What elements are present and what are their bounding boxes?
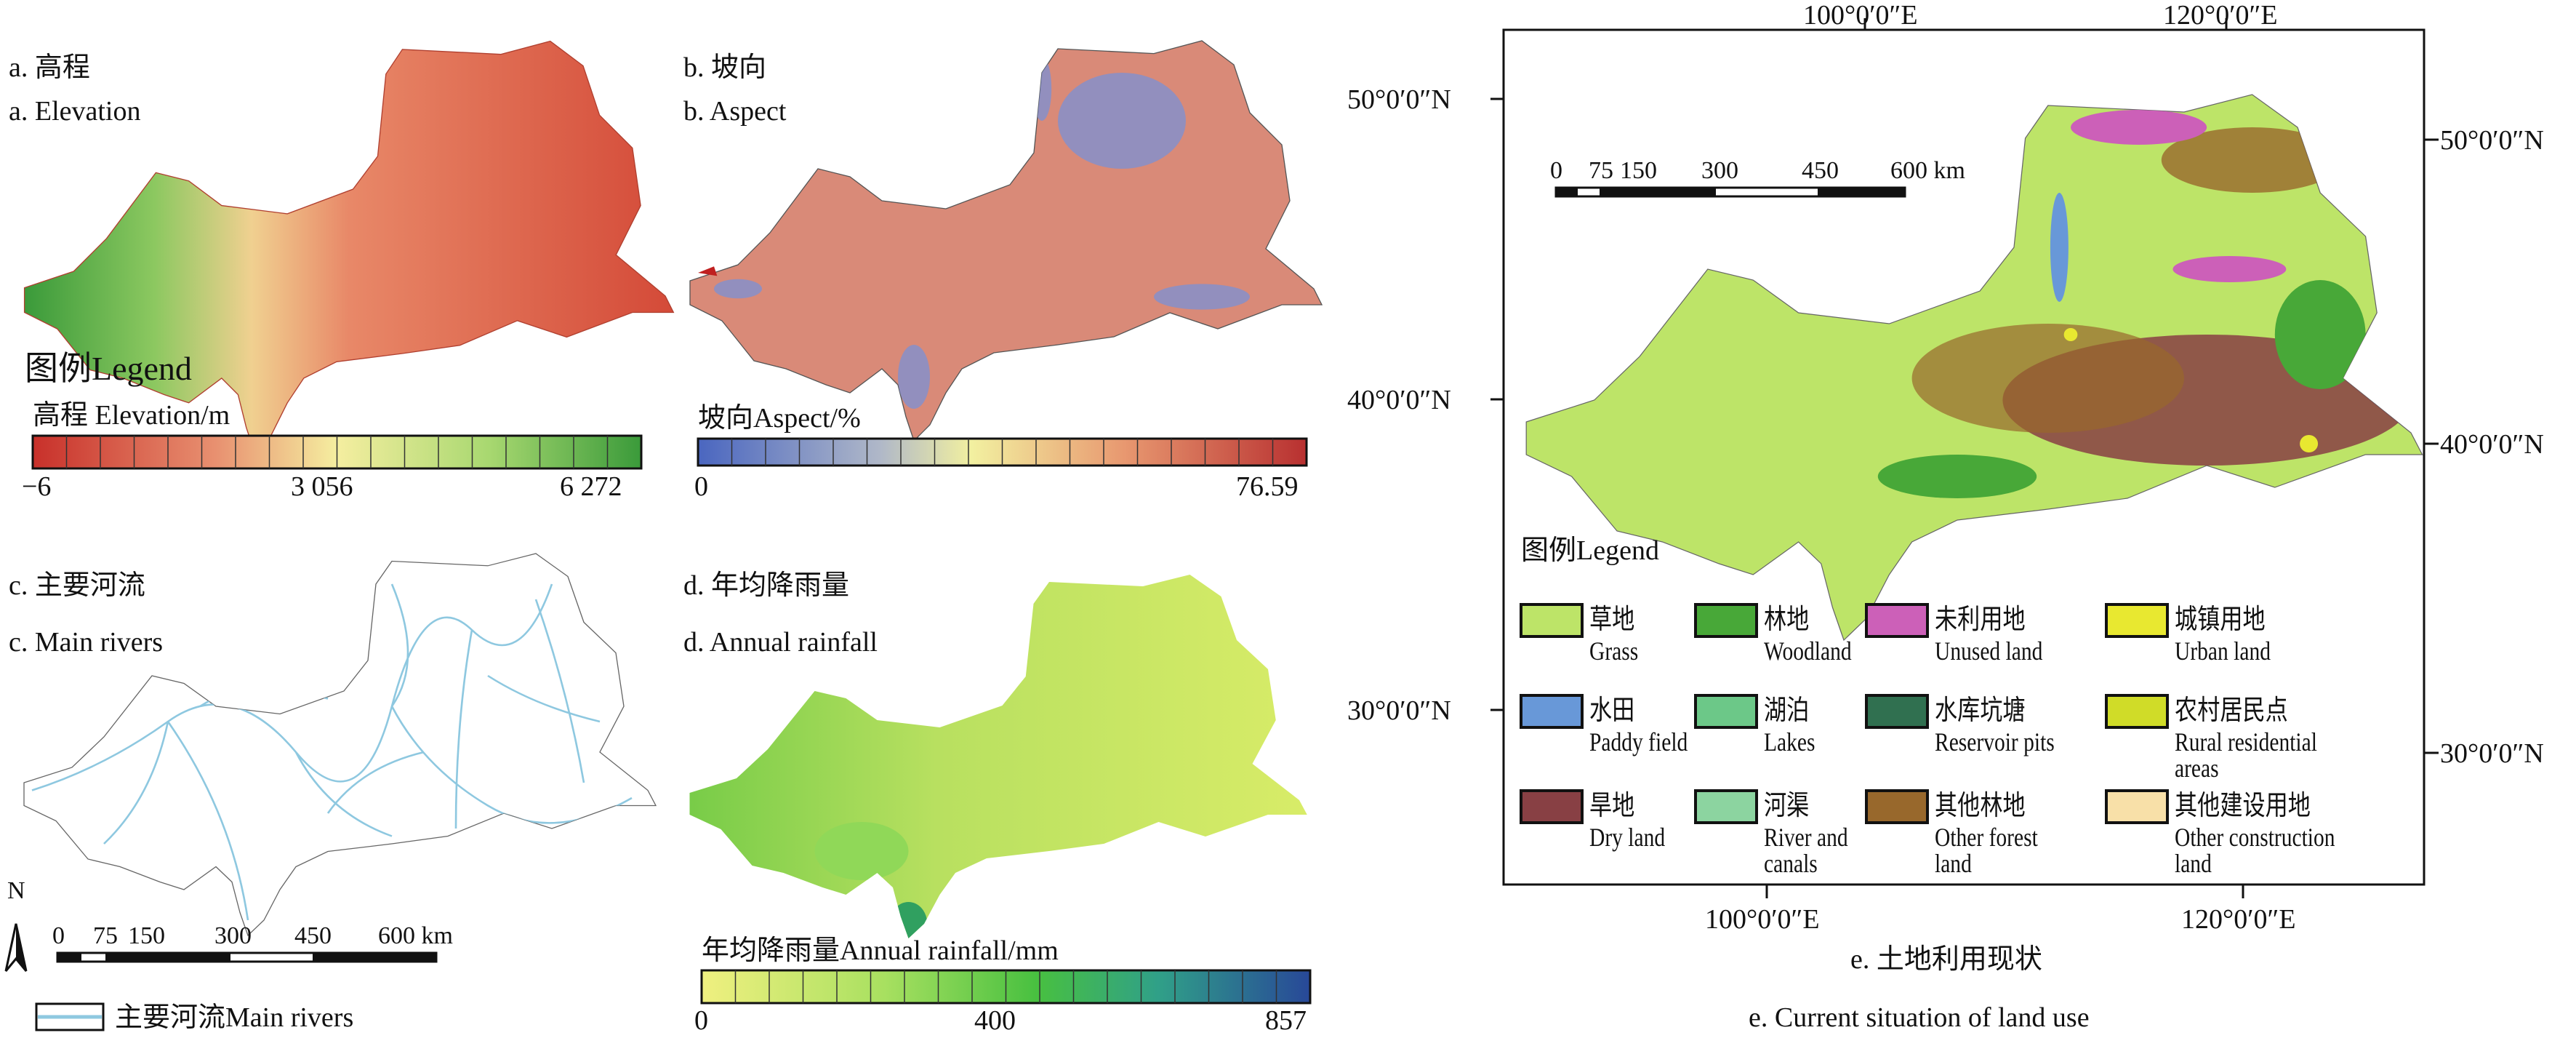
panel-d-title-cn: d. 年均降雨量 xyxy=(683,570,850,601)
legend-swatch xyxy=(1694,694,1758,729)
panel-d-title-en: d. Annual rainfall xyxy=(683,627,878,658)
lat-label-left-30: 30°0′0″N xyxy=(1347,695,1451,726)
scale-label: 150 xyxy=(1620,157,1657,184)
panel-b-title-cn: b. 坡向 xyxy=(683,52,767,83)
legend-label-en: Paddy field xyxy=(1589,727,1688,756)
legend-label-cn: 河渠 xyxy=(1764,791,1810,821)
lon-label-top-120: 120°0′0″E xyxy=(2163,0,2278,31)
legend-label-cn: 水库坑塘 xyxy=(1935,695,2026,726)
legend-label-en: Other construction land xyxy=(2175,823,2335,878)
elevation-tick-min: −6 xyxy=(22,471,52,502)
aspect-tick-max: 76.59 xyxy=(1236,471,1299,502)
legend-swatch xyxy=(1694,789,1758,824)
panel-e-caption-cn: e. 土地利用现状 xyxy=(1850,944,2042,975)
aspect-bar-label: 坡向Aspect/% xyxy=(698,403,861,434)
aspect-map xyxy=(689,39,1323,442)
panel-b-title-en: b. Aspect xyxy=(683,96,787,127)
legend-label-en: Dry land xyxy=(1589,823,1666,852)
legend-label-en: Woodland xyxy=(1764,636,1852,666)
scale-label: 75 xyxy=(93,922,118,949)
legend-label-en: Reservoir pits xyxy=(1935,727,2055,756)
scale-bar-e xyxy=(1554,186,1906,198)
scale-label: 0 xyxy=(52,922,65,949)
legend-label-cn: 其他建设用地 xyxy=(2175,791,2311,821)
scale-label: 600 km xyxy=(1890,157,1965,184)
map-frame xyxy=(1502,28,2425,886)
scale-label: 600 km xyxy=(378,922,453,949)
legend-swatch xyxy=(2105,694,2169,729)
scale-bar-c xyxy=(56,951,438,963)
north-arrow-icon xyxy=(4,923,28,972)
river-legend-label: 主要河流Main rivers xyxy=(115,1002,354,1033)
legend-swatch xyxy=(1520,694,1584,729)
panel-a-title-en: a. Elevation xyxy=(9,96,141,127)
legend-label-cn: 林地 xyxy=(1764,604,1810,635)
rainfall-tick-max: 857 xyxy=(1265,1005,1307,1036)
legend-label-cn: 旱地 xyxy=(1589,791,1635,821)
lat-label-right-40: 40°0′0″N xyxy=(2440,429,2544,460)
river-legend-swatch xyxy=(35,1002,105,1031)
lon-label-top-100: 100°0′0″E xyxy=(1803,0,1918,31)
legend-swatch xyxy=(1865,694,1929,729)
legend-label-en: Urban land xyxy=(2175,636,2271,666)
elevation-bar-label: 高程 Elevation/m xyxy=(33,400,230,431)
north-label: N xyxy=(7,877,25,904)
scale-label: 75 xyxy=(1589,157,1613,184)
scale-label: 450 xyxy=(294,922,332,949)
legend-label-en: Unused land xyxy=(1935,636,2043,666)
scale-label: 450 xyxy=(1802,157,1839,184)
rivers-map xyxy=(23,552,657,937)
elevation-tick-max: 6 272 xyxy=(560,471,622,502)
legend-label-cn: 未利用地 xyxy=(1935,604,2026,635)
legend-label-en: River and canals xyxy=(1764,823,1848,878)
lat-label-left-50: 50°0′0″N xyxy=(1347,84,1451,115)
legend-label-en: Rural residential areas xyxy=(2175,727,2317,783)
rainfall-tick-mid: 400 xyxy=(974,1005,1016,1036)
legend-swatch xyxy=(2105,603,2169,638)
rainfall-bar-label: 年均降雨量Annual rainfall/mm xyxy=(702,935,1059,966)
legend-swatch xyxy=(1865,789,1929,824)
legend-label-cn: 草地 xyxy=(1589,604,1635,635)
land-use-map xyxy=(1525,93,2424,642)
legend-label-cn: 农村居民点 xyxy=(2175,695,2288,726)
legend-title: 图例Legend xyxy=(25,350,192,387)
aspect-tick-min: 0 xyxy=(694,471,708,502)
panel-a-title-cn: a. 高程 xyxy=(9,52,90,83)
legend-swatch xyxy=(1694,603,1758,638)
scale-label: 300 xyxy=(1701,157,1738,184)
legend-swatch xyxy=(1520,789,1584,824)
legend-label-cn: 水田 xyxy=(1589,695,1635,726)
legend-label-en: Lakes xyxy=(1764,727,1815,756)
panel-c-title-cn: c. 主要河流 xyxy=(9,570,145,601)
legend-label-cn: 湖泊 xyxy=(1764,695,1810,726)
graticule-ticks xyxy=(1490,18,2439,898)
legend-label-en: Grass xyxy=(1589,636,1639,666)
legend-label-cn: 其他林地 xyxy=(1935,791,2026,821)
legend-label-en: Other forest land xyxy=(1935,823,2038,878)
elevation-tick-mid: 3 056 xyxy=(291,471,353,502)
land-use-legend-title: 图例Legend xyxy=(1521,535,1659,566)
panel-c-title-en: c. Main rivers xyxy=(9,627,164,658)
lon-label-bottom-100: 100°0′0″E xyxy=(1705,904,1820,935)
lat-label-right-50: 50°0′0″N xyxy=(2440,125,2544,156)
lon-label-bottom-120: 120°0′0″E xyxy=(2181,904,2296,935)
scale-label: 300 xyxy=(214,922,252,949)
legend-label-cn: 城镇用地 xyxy=(2175,604,2266,635)
lat-label-right-30: 30°0′0″N xyxy=(2440,738,2544,769)
scale-label: 0 xyxy=(1550,157,1562,184)
legend-swatch xyxy=(1520,603,1584,638)
legend-swatch xyxy=(1865,603,1929,638)
lat-label-left-40: 40°0′0″N xyxy=(1347,385,1451,415)
scale-label: 150 xyxy=(128,922,165,949)
panel-e-caption-en: e. Current situation of land use xyxy=(1749,1002,2090,1033)
legend-swatch xyxy=(2105,789,2169,824)
rainfall-tick-min: 0 xyxy=(694,1005,708,1036)
